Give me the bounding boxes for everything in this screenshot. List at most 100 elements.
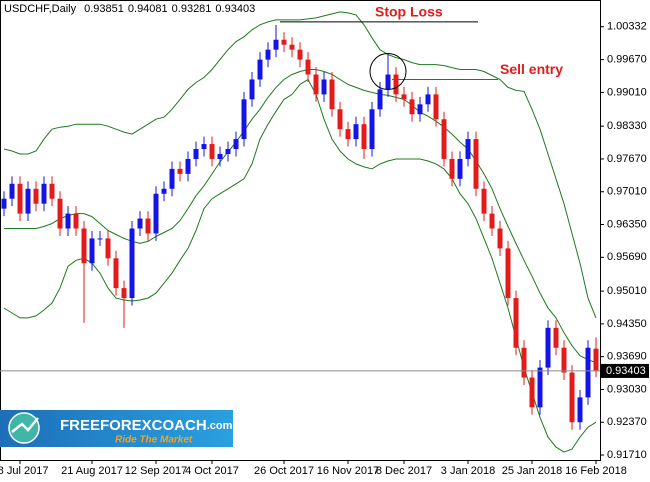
candle-body <box>241 99 247 140</box>
candle-body <box>217 153 223 159</box>
candle-body <box>561 347 567 373</box>
candle-body <box>161 188 167 194</box>
plot-frame <box>0 0 601 461</box>
symbol: USDCHF,Daily <box>4 3 77 15</box>
sell-entry-label: Sell entry <box>500 61 563 77</box>
y-tick-label: 0.99010 <box>607 86 647 98</box>
logo-globe <box>8 412 40 444</box>
candle-body <box>449 158 455 179</box>
candle-body <box>121 288 127 299</box>
logo-text: FREEFOREXCOACH.com <box>60 417 233 434</box>
candle-body <box>41 183 47 204</box>
header-open: 0.93851 <box>84 3 124 15</box>
bollinger-band <box>4 69 597 364</box>
y-tick-label: 0.93030 <box>607 383 647 395</box>
x-tick-label: 4 Oct 2017 <box>185 465 239 477</box>
y-tick-label: 0.95010 <box>607 285 647 297</box>
candle-body <box>545 327 551 368</box>
y-tick-label: 1.00332 <box>607 21 647 33</box>
header-high: 0.94081 <box>128 3 168 15</box>
candle-body <box>569 372 575 423</box>
y-tick-label: 0.98330 <box>607 120 647 132</box>
candle-body <box>393 74 399 95</box>
candle-body <box>177 168 183 174</box>
candle-body <box>329 79 335 110</box>
chart-header: USDCHF,Daily 0.93851 0.94081 0.93281 0.93403 <box>4 3 255 15</box>
candle-body <box>49 183 55 199</box>
candle-body <box>321 79 327 95</box>
candle-body <box>441 119 447 159</box>
candle-body <box>137 218 143 229</box>
price-label-box <box>601 363 649 378</box>
x-tick-label: 28 Jul 2017 <box>0 465 48 477</box>
candle-body <box>553 327 559 348</box>
logo-domain: .com <box>207 420 233 432</box>
y-tick-label: 0.99670 <box>607 54 647 66</box>
candle-body <box>505 248 511 299</box>
candle-body <box>57 198 63 229</box>
candle-body <box>265 49 271 60</box>
candle-body <box>113 258 119 289</box>
candle-body <box>25 188 31 214</box>
candle-body <box>305 59 311 75</box>
bollinger-band <box>3 11 597 319</box>
candle-body <box>489 213 495 229</box>
candle-body <box>361 124 367 150</box>
x-tick-label: 8 Dec 2017 <box>376 465 432 477</box>
candle-body <box>73 213 79 229</box>
bollinger-band <box>3 78 597 453</box>
candle-body <box>169 168 175 189</box>
candle-body <box>233 139 239 150</box>
candle-body <box>289 44 295 50</box>
candle-body <box>153 193 159 234</box>
candle-body <box>225 149 231 154</box>
candle-body <box>281 39 287 45</box>
candle-body <box>425 94 431 105</box>
candle-body <box>105 238 111 259</box>
candle-body <box>337 109 343 130</box>
candle-body <box>577 397 583 423</box>
candle-body <box>401 94 407 100</box>
candle-body <box>9 183 15 199</box>
candle-body <box>313 74 319 95</box>
candle-body <box>481 188 487 214</box>
y-tick-label: 0.94350 <box>607 318 647 330</box>
x-tick-label: 25 Jan 2018 <box>502 465 563 477</box>
candle-body <box>273 39 279 50</box>
candle-body <box>345 129 351 140</box>
y-tick-label: 0.92370 <box>607 416 647 428</box>
candle-body <box>1 198 7 209</box>
entry-highlight <box>369 52 407 90</box>
candle-body <box>529 377 535 408</box>
candle-body <box>17 183 23 214</box>
candle-body <box>537 367 543 408</box>
candle-body <box>513 298 519 348</box>
header-low: 0.93281 <box>172 3 212 15</box>
candle-body <box>465 139 471 159</box>
candle-body <box>81 228 87 264</box>
candle-body <box>377 89 383 110</box>
candle-body <box>353 124 359 140</box>
candle-body <box>585 347 591 398</box>
logo-name: FREEFOREXCOACH <box>60 417 207 434</box>
candle-body <box>193 149 199 159</box>
stop-loss-label: Stop Loss <box>375 4 443 20</box>
logo-tagline: Ride The Market <box>115 435 193 446</box>
y-tick-label: 0.93690 <box>607 351 647 363</box>
candle-body <box>457 158 463 179</box>
price-label: 0.93403 <box>606 365 646 377</box>
header-close: 0.93403 <box>215 3 255 15</box>
candle-body <box>433 94 439 120</box>
candle-body <box>369 109 375 150</box>
candle-body <box>89 238 95 264</box>
y-tick-label: 0.91710 <box>607 449 647 461</box>
candle-body <box>409 99 415 115</box>
x-tick-label: 12 Sep 2017 <box>125 465 187 477</box>
y-tick-label: 0.95690 <box>607 251 647 263</box>
x-tick-label: 21 Aug 2017 <box>61 465 123 477</box>
candle-body <box>97 238 103 240</box>
x-tick-label: 26 Oct 2017 <box>254 465 314 477</box>
x-tick-label: 16 Feb 2018 <box>565 465 627 477</box>
candle-body <box>297 49 303 60</box>
logo-arrow <box>11 417 39 433</box>
